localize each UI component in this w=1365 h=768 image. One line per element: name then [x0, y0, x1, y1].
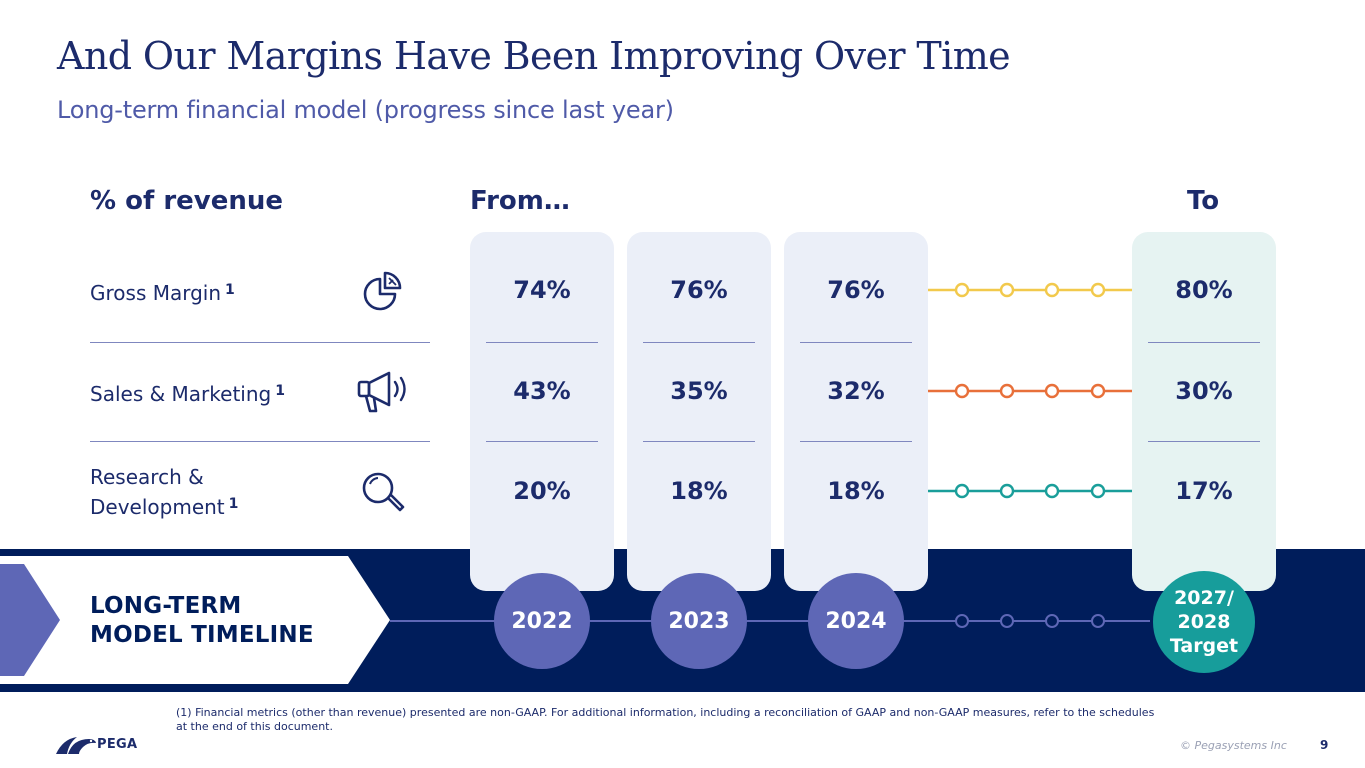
year-card-2023 [627, 232, 771, 591]
progress-connectors [928, 282, 1132, 499]
value-2023-research-development: 18% [670, 477, 728, 505]
value-divider [800, 342, 912, 343]
timeline-banner [0, 556, 390, 684]
row-label-research-development: Research & Development 1 [90, 465, 239, 519]
to-column-header: To [1187, 186, 1220, 216]
row-divider [90, 342, 430, 343]
year-badge-2024: 2024 [808, 573, 904, 669]
value-2022-sales-marketing: 43% [513, 377, 571, 405]
value-target-gross-margin: 80% [1175, 276, 1233, 304]
year-card-2022 [470, 232, 614, 591]
target-card [1132, 232, 1276, 591]
row-label-gross-margin: Gross Margin 1 [90, 281, 235, 305]
page-subtitle: Long-term financial model (progress sinc… [57, 96, 674, 124]
value-2022-research-development: 20% [513, 477, 571, 505]
value-divider [1148, 342, 1260, 343]
page-title: And Our Margins Have Been Improving Over… [57, 34, 1011, 78]
value-2022-gross-margin: 74% [513, 276, 571, 304]
gross-margin-connector [928, 282, 1132, 298]
metric-column-header: % of revenue [90, 186, 284, 216]
footnote: (1) Financial metrics (other than revenu… [176, 706, 1155, 733]
magnifier-icon [362, 472, 405, 512]
value-divider [800, 441, 912, 442]
value-divider [486, 342, 598, 343]
year-card-2024 [784, 232, 928, 591]
year-badge-2022: 2022 [494, 573, 590, 669]
year-badge-2023: 2023 [651, 573, 747, 669]
value-target-research-development: 17% [1175, 477, 1233, 505]
value-2024-sales-marketing: 32% [827, 377, 885, 405]
value-divider [643, 342, 755, 343]
page-number: 9 [1320, 738, 1329, 752]
row-label-sales-marketing: Sales & Marketing 1 [90, 382, 285, 406]
value-2024-gross-margin: 76% [827, 276, 885, 304]
target-badge: 2027/2028 Target [1153, 571, 1255, 673]
pega-logo-icon [56, 737, 96, 754]
value-2023-gross-margin: 76% [670, 276, 728, 304]
copyright: © Pegasystems Inc [1180, 739, 1287, 752]
value-2023-sales-marketing: 35% [670, 377, 728, 405]
row-divider [90, 441, 430, 442]
value-divider [486, 441, 598, 442]
research-development-connector [928, 483, 1132, 499]
timeline-label: LONG-TERM MODEL TIMELINE [90, 593, 314, 648]
megaphone-icon [357, 371, 406, 413]
pie-chart-icon [363, 271, 402, 311]
value-divider [643, 441, 755, 442]
from-column-header: From… [470, 186, 570, 216]
value-target-sales-marketing: 30% [1175, 377, 1233, 405]
value-divider [1148, 441, 1260, 442]
pega-logo-text: PEGA [97, 737, 138, 752]
value-2024-research-development: 18% [827, 477, 885, 505]
sales-marketing-connector [928, 383, 1132, 399]
